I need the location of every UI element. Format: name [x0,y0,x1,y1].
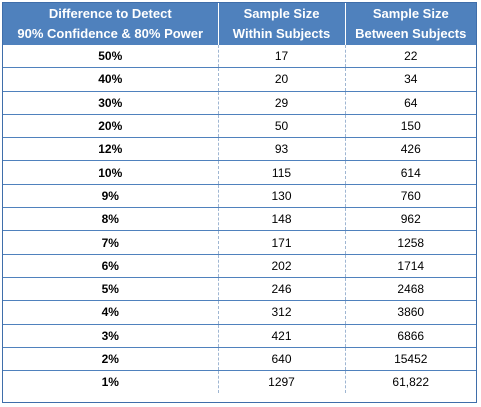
table-row: 20% 50 150 [3,114,476,139]
between-cell: 1714 [345,254,476,278]
within-cell: 246 [218,277,346,302]
within-cell: 421 [218,324,346,348]
table-row: 4% 312 3860 [3,300,476,325]
header-difference-line2: 90% Confidence & 80% Power [17,26,204,41]
within-cell: 148 [218,207,346,232]
header-between: Sample Size Between Subjects [345,3,476,45]
between-cell: 3860 [345,300,476,325]
difference-cell: 4% [3,300,219,325]
difference-cell: 7% [3,230,219,255]
table-row: 5% 246 2468 [3,277,476,302]
table-row: 7% 171 1258 [3,230,476,255]
within-cell: 312 [218,300,346,325]
table-row: 6% 202 1714 [3,254,476,278]
difference-cell: 2% [3,347,219,372]
table-row: 40% 20 34 [3,67,476,92]
difference-cell: 6% [3,254,219,278]
difference-cell: 3% [3,324,219,348]
difference-cell: 1% [3,370,219,394]
difference-cell: 9% [3,184,219,209]
table-row: 8% 148 962 [3,207,476,232]
header-between-line1: Sample Size [372,6,449,21]
difference-cell: 40% [3,67,219,92]
within-cell: 1297 [218,370,346,394]
within-cell: 640 [218,347,346,372]
sample-size-table-container: Difference to Detect 90% Confidence & 80… [2,2,477,403]
sample-size-table: Difference to Detect 90% Confidence & 80… [3,3,476,394]
header-within-line1: Sample Size [243,6,320,21]
table-row: 10% 115 614 [3,160,476,185]
table-header-row: Difference to Detect 90% Confidence & 80… [3,3,476,45]
within-cell: 20 [218,67,346,92]
table-row: 30% 29 64 [3,91,476,115]
difference-cell: 8% [3,207,219,232]
between-cell: 15452 [345,347,476,372]
between-cell: 61,822 [392,375,430,390]
header-difference: Difference to Detect 90% Confidence & 80… [3,3,219,45]
difference-cell: 20% [3,114,219,139]
between-cell: 150 [345,114,476,139]
between-cell: 6866 [345,324,476,348]
within-cell: 130 [218,184,346,209]
between-cell: 64 [345,91,476,115]
between-cell: 34 [345,67,476,92]
header-difference-line1: Difference to Detect [48,6,172,21]
within-cell: 202 [218,254,346,278]
header-within-line2: Within Subjects [232,26,331,41]
header-between-line2: Between Subjects [355,26,467,41]
table-row: 2% 640 15452 [3,347,476,372]
between-cell: 426 [345,137,476,162]
header-within: Sample Size Within Subjects [218,3,346,45]
difference-cell: 10% [3,160,219,185]
within-cell: 115 [218,160,346,185]
difference-cell: 50% [3,45,219,69]
within-cell: 93 [218,137,346,162]
table-row: 3% 421 6866 [3,324,476,348]
table-row: 12% 93 426 [3,137,476,162]
table-row: 1% 1297 61,822 [3,370,476,394]
between-cell: 760 [345,184,476,209]
within-cell: 29 [218,91,346,115]
within-cell: 171 [218,230,346,255]
difference-cell: 30% [3,91,219,115]
difference-cell: 12% [3,137,219,162]
between-cell: 22 [345,45,476,69]
within-cell: 50 [218,114,346,139]
between-cell: 962 [345,207,476,232]
between-cell: 614 [345,160,476,185]
difference-cell: 5% [3,277,219,302]
table-row: 50% 17 22 [3,45,476,69]
within-cell: 17 [218,45,346,69]
table-row: 9% 130 760 [3,184,476,209]
between-cell: 1258 [345,230,476,255]
between-cell: 2468 [345,277,476,302]
